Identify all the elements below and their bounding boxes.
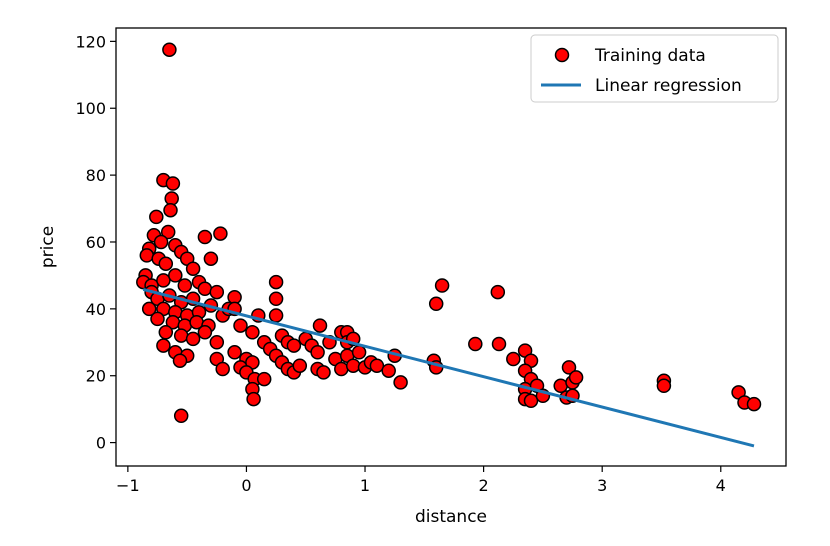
scatter-points (136, 42, 762, 424)
data-point (197, 281, 213, 297)
y-tick-label: 60 (86, 233, 106, 252)
legend-label-linear-regression: Linear regression (595, 76, 742, 96)
y-axis-ticks: 0 20 40 60 80 100 120 (75, 32, 116, 453)
data-point (553, 378, 568, 394)
legend-label-training-data: Training data (594, 46, 706, 66)
data-point (153, 234, 169, 250)
x-tick-label: 2 (479, 476, 489, 495)
regression-line (142, 288, 755, 448)
x-axis-label: distance (415, 507, 487, 527)
data-point (203, 251, 219, 266)
data-point (334, 361, 349, 377)
data-point (568, 370, 584, 385)
data-point (490, 284, 506, 300)
data-point (197, 325, 213, 340)
data-point (163, 202, 178, 218)
data-point (162, 42, 177, 57)
data-point (268, 274, 284, 290)
x-axis-ticks: −1 0 1 2 3 4 (116, 466, 726, 495)
data-point (292, 358, 308, 373)
data-point (168, 268, 183, 283)
data-point (286, 338, 302, 353)
data-point (523, 393, 539, 409)
data-point (160, 224, 176, 240)
data-point (173, 328, 189, 343)
data-point (268, 308, 284, 323)
legend-box (530, 34, 779, 103)
data-point (158, 256, 174, 271)
data-point (245, 325, 260, 340)
y-tick-label: 20 (86, 367, 106, 386)
data-point (233, 318, 248, 333)
data-point (173, 408, 189, 424)
x-tick-label: 4 (716, 476, 726, 495)
data-point (369, 358, 385, 373)
data-point (158, 325, 174, 340)
y-tick-label: 120 (75, 32, 106, 51)
data-point (185, 331, 201, 347)
data-point (468, 336, 483, 352)
data-point (197, 229, 213, 245)
y-tick-label: 80 (86, 166, 106, 185)
data-point (393, 375, 408, 390)
data-point (381, 363, 396, 378)
y-axis-label: price (38, 226, 58, 268)
data-point (215, 361, 230, 377)
data-point (491, 336, 507, 352)
data-point (165, 176, 181, 191)
data-point (227, 345, 242, 360)
data-point (209, 284, 225, 300)
data-point (310, 345, 325, 360)
data-point (434, 278, 450, 293)
data-point (172, 353, 188, 368)
y-tick-label: 40 (86, 300, 106, 319)
x-tick-label: 3 (597, 476, 607, 495)
data-point (656, 378, 672, 394)
x-tick-label: −1 (116, 476, 140, 495)
data-point (428, 296, 444, 312)
x-tick-label: 1 (360, 476, 370, 495)
data-point (141, 301, 157, 317)
data-point (351, 345, 367, 360)
plot-area-frame (115, 27, 787, 467)
data-point (268, 291, 284, 307)
data-point (185, 261, 201, 276)
data-point (177, 278, 193, 293)
data-point (156, 338, 171, 353)
data-point (312, 318, 328, 333)
data-point (256, 371, 272, 387)
legend-marker-training-data (554, 47, 570, 63)
data-point (156, 273, 171, 288)
y-tick-label: 0 (96, 434, 106, 453)
data-point (246, 391, 261, 407)
legend: Training data Linear regression (530, 34, 779, 103)
data-point (746, 396, 762, 412)
data-point (506, 351, 521, 367)
data-point (139, 248, 155, 263)
data-point (150, 311, 165, 327)
x-tick-label: 0 (241, 476, 251, 495)
y-tick-label: 100 (75, 99, 106, 118)
data-point (149, 209, 164, 225)
data-point (209, 335, 225, 350)
data-point (345, 358, 361, 373)
data-point (213, 226, 228, 241)
data-point (316, 365, 331, 380)
data-point (561, 360, 577, 375)
